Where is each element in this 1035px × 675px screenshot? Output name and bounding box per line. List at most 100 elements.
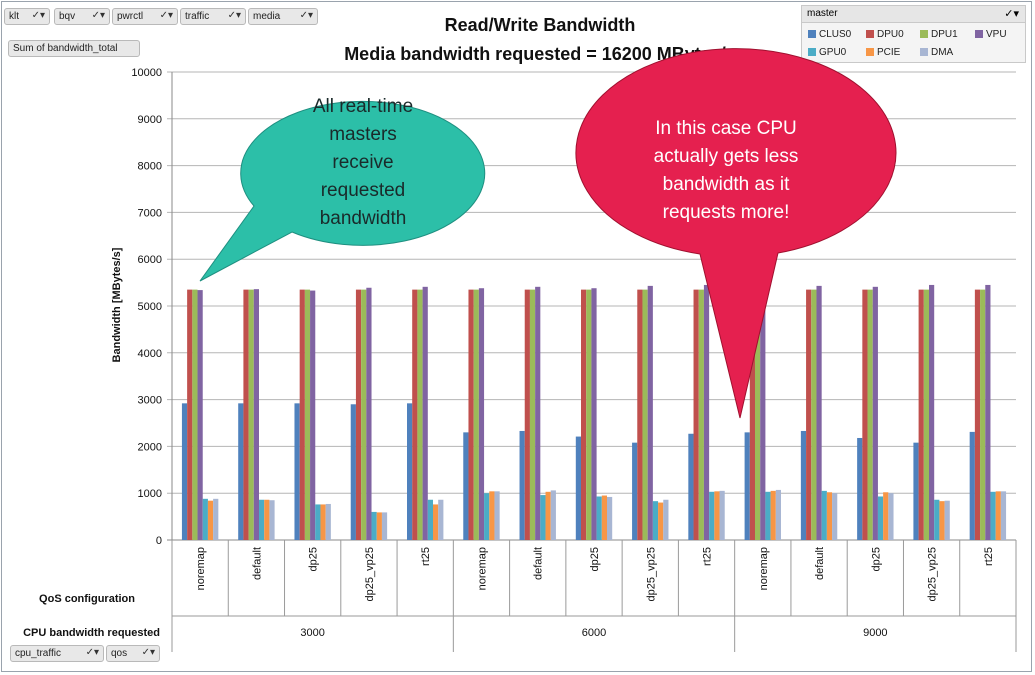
bar-pcie-dp25 (320, 504, 326, 540)
bar-clus0-dp25 (294, 403, 300, 540)
legend-swatch (808, 30, 816, 38)
legend-swatch (975, 30, 983, 38)
category-label: default (251, 547, 263, 580)
callout-right-text: In this case CPU actually gets less bandwi… (654, 118, 799, 223)
category-label: dp25 (589, 547, 601, 571)
legend-label: DPU0 (877, 29, 904, 40)
bar-dpu0-dp25 (581, 289, 587, 540)
bar-dpu1-noremap (473, 289, 479, 540)
bar-dma-dp25_vp25 (663, 499, 669, 540)
bar-dma-dp25 (888, 493, 894, 540)
bar-dpu1-dp25_vp25 (642, 289, 648, 540)
legend-field-button[interactable]: master ✓▾ (802, 6, 1025, 23)
bar-dma-rt25 (438, 499, 444, 540)
bar-dpu0-rt25 (693, 289, 699, 540)
bar-vpu-default (816, 285, 822, 540)
bar-pcie-rt25 (714, 491, 720, 540)
category-label: dp25_vp25 (927, 547, 939, 601)
bar-dma-dp25 (607, 496, 613, 540)
bar-dma-dp25 (325, 503, 331, 540)
legend: master ✓▾ CLUS0 DPU0 DPU1 VPU GPU0 PCIE … (801, 5, 1026, 63)
callout-left: All real-time masters receive requested band… (199, 96, 486, 282)
legend-label: PCIE (877, 47, 901, 58)
y-tick-label: 9000 (138, 114, 162, 126)
value-field-button[interactable]: Sum of bandwidth_total (8, 40, 140, 57)
callout-line: All real-time (313, 96, 413, 117)
callout-line: actually gets less (654, 146, 799, 167)
callout-line: receive (332, 152, 393, 173)
bar-pcie-noremap (207, 500, 214, 540)
bar-pcie-default (264, 499, 270, 540)
legend-swatch (808, 48, 816, 56)
filter-dropdown-icon: ✓▾ (1004, 8, 1019, 20)
bar-pcie-dp25_vp25 (658, 502, 664, 540)
category-label: default (533, 547, 545, 580)
filter-label: bqv (59, 11, 76, 22)
category-label: rt25 (983, 547, 995, 566)
bar-dpu1-default (248, 289, 254, 540)
filter-button-klt[interactable]: klt ✓▾ (4, 8, 50, 25)
legend-label: GPU0 (819, 47, 847, 58)
filter-dropdown-icon: ✓▾ (227, 10, 241, 21)
filter-button-pwrctl[interactable]: pwrctl ✓▾ (112, 8, 178, 25)
bar-dpu1-rt25 (417, 289, 423, 540)
bar-gpu0-dp25_vp25 (371, 511, 377, 540)
bar-dpu0-rt25 (974, 289, 981, 540)
callout-left-text: All real-time masters receive requested band… (313, 96, 413, 229)
bar-dpu0-rt25 (412, 289, 418, 540)
bar-dma-rt25 (719, 490, 725, 540)
bar-dpu0-noremap (468, 289, 474, 540)
bar-dpu1-dp25_vp25 (361, 289, 367, 540)
callout-left-shape (199, 100, 486, 282)
category-label: default (814, 547, 826, 580)
bar-vpu-rt25 (985, 284, 991, 540)
bar-clus0-dp25 (575, 436, 581, 540)
legend-label: CLUS0 (819, 29, 852, 40)
filter-button-media[interactable]: media ✓▾ (248, 8, 318, 25)
bar-dpu0-dp25_vp25 (918, 289, 924, 540)
filter-dropdown-icon: ✓▾ (159, 10, 173, 21)
filter-button-traffic[interactable]: traffic ✓▾ (180, 8, 246, 25)
bar-dma-dp25_vp25 (944, 500, 950, 540)
group-label: 6000 (582, 627, 606, 639)
y-tick-labels: 0 1000 2000 3000 4000 5000 6000 7000 8000 9000 100… (131, 67, 162, 547)
bar-dma-rt25 (1000, 491, 1007, 540)
bar-pcie-default (545, 491, 551, 540)
bar-gpu0-dp25_vp25 (652, 501, 659, 540)
bar-clus0-rt25 (407, 403, 413, 540)
bar-vpu-noremap (197, 290, 203, 540)
legend-swatch (920, 48, 928, 56)
y-tick-label: 2000 (138, 441, 162, 453)
bar-pcie-rt25 (433, 504, 439, 540)
filter-label: pwrctl (117, 11, 144, 22)
bar-vpu-rt25 (703, 284, 710, 540)
callout-line: requests more! (663, 202, 790, 223)
bar-clus0-dp25_vp25 (632, 442, 638, 540)
bar-pcie-dp25_vp25 (376, 512, 382, 540)
chart-title: Read/Write Bandwidth (444, 15, 636, 35)
bar-vpu-rt25 (422, 286, 428, 540)
bar-gpu0-noremap (202, 498, 208, 540)
bar-dma-noremap (775, 489, 781, 540)
row-field-button-cpu-traffic[interactable]: cpu_traffic ✓▾ (10, 645, 104, 662)
row-field-button-qos[interactable]: qos ✓▾ (106, 645, 160, 662)
category-label: noremap (477, 547, 489, 590)
bar-dpu1-noremap (755, 289, 761, 540)
legend-label: DPU1 (931, 29, 958, 40)
cpu-bandwidth-requested-label: CPU bandwidth requested (23, 627, 160, 639)
bar-dpu1-dp25 (867, 289, 873, 540)
bar-gpu0-rt25 (990, 491, 996, 540)
bar-dpu0-default (243, 289, 249, 540)
bar-clus0-rt25 (688, 433, 694, 540)
bars (181, 284, 1007, 540)
bar-gpu0-default (821, 490, 827, 540)
bar-dpu0-dp25 (862, 289, 868, 540)
legend-item-vpu: VPU (975, 29, 1007, 41)
y-tick-label: 5000 (138, 301, 162, 313)
y-tick-label: 10000 (131, 67, 162, 79)
bar-vpu-default (535, 286, 541, 540)
category-label: rt25 (702, 547, 714, 566)
legend-swatch (866, 48, 874, 56)
bar-vpu-dp25_vp25 (929, 284, 935, 540)
filter-button-bqv[interactable]: bqv ✓▾ (54, 8, 110, 25)
